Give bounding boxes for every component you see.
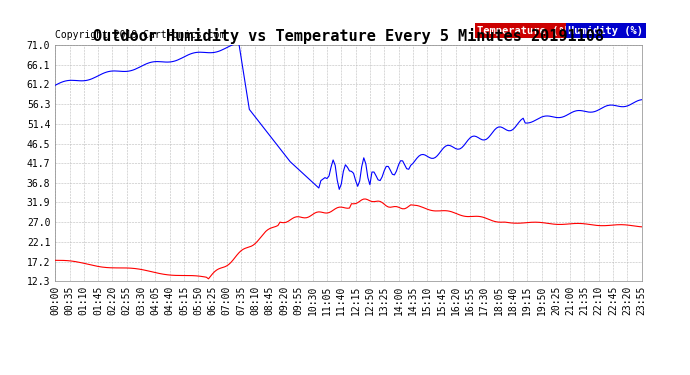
Text: Humidity (%): Humidity (%) bbox=[569, 26, 643, 36]
Title: Outdoor Humidity vs Temperature Every 5 Minutes 20191108: Outdoor Humidity vs Temperature Every 5 … bbox=[93, 28, 604, 44]
Text: Temperature (°F): Temperature (°F) bbox=[477, 26, 578, 36]
Text: Copyright 2019 Cartronics.com: Copyright 2019 Cartronics.com bbox=[55, 30, 226, 40]
